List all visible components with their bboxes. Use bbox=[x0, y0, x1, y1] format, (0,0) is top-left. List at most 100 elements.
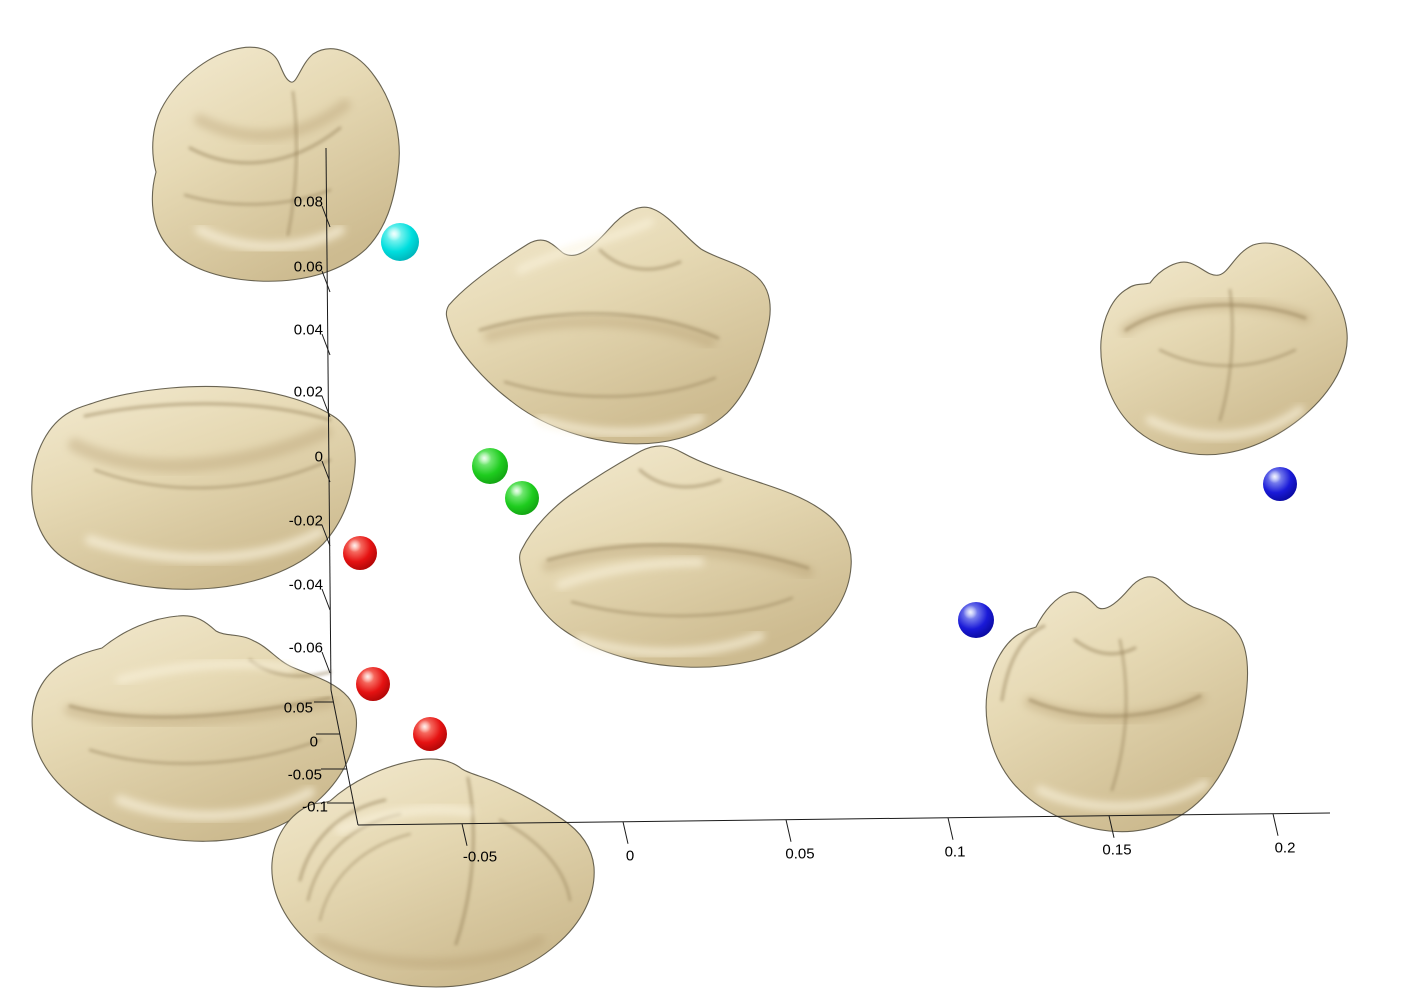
y-axis-tick bbox=[321, 270, 331, 293]
x-axis-tick bbox=[1108, 815, 1115, 838]
tooth-outline bbox=[519, 445, 852, 668]
data-point-sphere-blue-2[interactable] bbox=[1263, 467, 1297, 501]
data-point-sphere-green-2[interactable] bbox=[505, 481, 539, 515]
tooth-shading bbox=[1218, 288, 1234, 422]
data-point-sphere-red-2[interactable] bbox=[356, 667, 390, 701]
tooth-mesh-left-middle bbox=[31, 385, 356, 590]
y-tick-label: 0.08 bbox=[293, 193, 323, 211]
x-axis-tick bbox=[622, 821, 629, 844]
y-tick-label: 0.02 bbox=[293, 383, 323, 401]
tooth-mesh-center-top bbox=[445, 206, 771, 445]
tooth-shading bbox=[638, 468, 722, 489]
tooth-shading bbox=[188, 126, 342, 165]
y-axis-tick bbox=[321, 205, 331, 228]
tooth-mesh-center-middle bbox=[519, 445, 852, 668]
x-axis-line bbox=[357, 812, 1331, 826]
x-tick-label: 0 bbox=[625, 847, 635, 865]
tooth-outline bbox=[985, 576, 1248, 833]
tooth-shading bbox=[1158, 348, 1297, 367]
tooth-shading bbox=[1028, 694, 1202, 718]
tooth-highlight bbox=[116, 660, 294, 684]
y-axis-tick bbox=[321, 524, 331, 547]
x-tick-label: 0.15 bbox=[1102, 841, 1132, 859]
tooth-shading bbox=[478, 312, 720, 340]
y-tick-label: -0.02 bbox=[288, 512, 323, 530]
z-tick-label: -0.1 bbox=[302, 798, 328, 816]
y-axis-tick bbox=[321, 588, 331, 611]
tooth-mesh-top-left bbox=[151, 46, 400, 282]
tooth-highlight bbox=[115, 787, 315, 821]
x-axis-tick bbox=[947, 817, 954, 840]
tooth-shading bbox=[83, 402, 332, 422]
tooth-shading bbox=[503, 376, 717, 398]
tooth-shading bbox=[315, 935, 545, 969]
x-tick-label: 0.2 bbox=[1274, 839, 1296, 857]
tooth-highlight bbox=[195, 225, 345, 252]
y-axis-tick bbox=[321, 333, 331, 356]
tooth-highlight bbox=[1145, 405, 1305, 441]
z-tick-label: -0.05 bbox=[287, 766, 322, 784]
y-axis-tick bbox=[321, 460, 331, 483]
y-axis-line bbox=[325, 147, 332, 691]
tooth-shading bbox=[68, 425, 332, 473]
tooth-highlight bbox=[516, 218, 654, 274]
tooth-shading bbox=[498, 818, 572, 902]
tooth-shading bbox=[484, 315, 716, 348]
y-axis-tick bbox=[321, 395, 331, 418]
tooth-highlight bbox=[535, 413, 705, 438]
tooth-mesh-right-top bbox=[1100, 242, 1348, 456]
tooth-outline bbox=[1100, 242, 1348, 456]
x-tick-label: -0.05 bbox=[462, 848, 498, 866]
y-tick-label: 0 bbox=[314, 448, 323, 466]
tooth-shading bbox=[1124, 303, 1307, 332]
tooth-shading bbox=[93, 458, 332, 490]
tooth-shading bbox=[454, 776, 475, 946]
tooth-mesh-left-bottom bbox=[31, 615, 358, 842]
x-tick-label: 0.05 bbox=[785, 845, 815, 863]
tooth-shading bbox=[1000, 624, 1046, 702]
x-axis-tick bbox=[461, 823, 468, 846]
tooth-shading bbox=[546, 543, 810, 570]
data-point-sphere-green-1[interactable] bbox=[472, 448, 508, 484]
tooth-shading bbox=[183, 188, 332, 206]
tooth-shading bbox=[298, 798, 387, 882]
data-point-sphere-red-1[interactable] bbox=[343, 536, 377, 570]
tooth-highlight bbox=[85, 527, 325, 563]
tooth-shading bbox=[68, 696, 332, 719]
tooth-shading bbox=[286, 90, 298, 237]
tooth-highlight bbox=[575, 631, 765, 657]
x-axis-tick bbox=[1272, 813, 1279, 836]
z-tick-label: 0.05 bbox=[283, 699, 313, 717]
tooth-highlight bbox=[1035, 779, 1210, 812]
tooth-shading bbox=[1024, 692, 1206, 724]
tooth-mesh-bottom-center bbox=[271, 758, 595, 988]
data-point-sphere-red-3[interactable] bbox=[413, 717, 447, 751]
tooth-shading bbox=[88, 738, 322, 765]
tooth-highlight bbox=[556, 558, 704, 589]
x-tick-label: 0.1 bbox=[944, 843, 966, 861]
y-tick-label: 0.06 bbox=[293, 258, 323, 276]
data-point-sphere-blue-1[interactable] bbox=[958, 602, 994, 638]
y-tick-label: -0.06 bbox=[288, 639, 323, 657]
tooth-shading bbox=[542, 543, 814, 578]
tooth-highlight bbox=[335, 805, 475, 835]
tooth-shading bbox=[598, 248, 682, 271]
x-axis-tick bbox=[785, 819, 792, 842]
tooth-shading bbox=[570, 596, 794, 618]
tooth-shading bbox=[319, 833, 411, 921]
tooth-mesh-right-bottom bbox=[985, 576, 1248, 833]
tooth-shading bbox=[64, 696, 336, 727]
tooth-outline bbox=[271, 758, 595, 988]
z-tick-label: 0 bbox=[309, 733, 318, 751]
y-tick-label: 0.04 bbox=[293, 321, 323, 339]
tooth-shading bbox=[194, 99, 351, 142]
tooth-shading bbox=[1073, 638, 1137, 656]
tooth-shading bbox=[1110, 638, 1128, 792]
y-tick-label: -0.04 bbox=[288, 576, 323, 594]
data-point-sphere-cyan-1[interactable] bbox=[381, 223, 419, 261]
axis-ticks bbox=[314, 205, 1279, 846]
